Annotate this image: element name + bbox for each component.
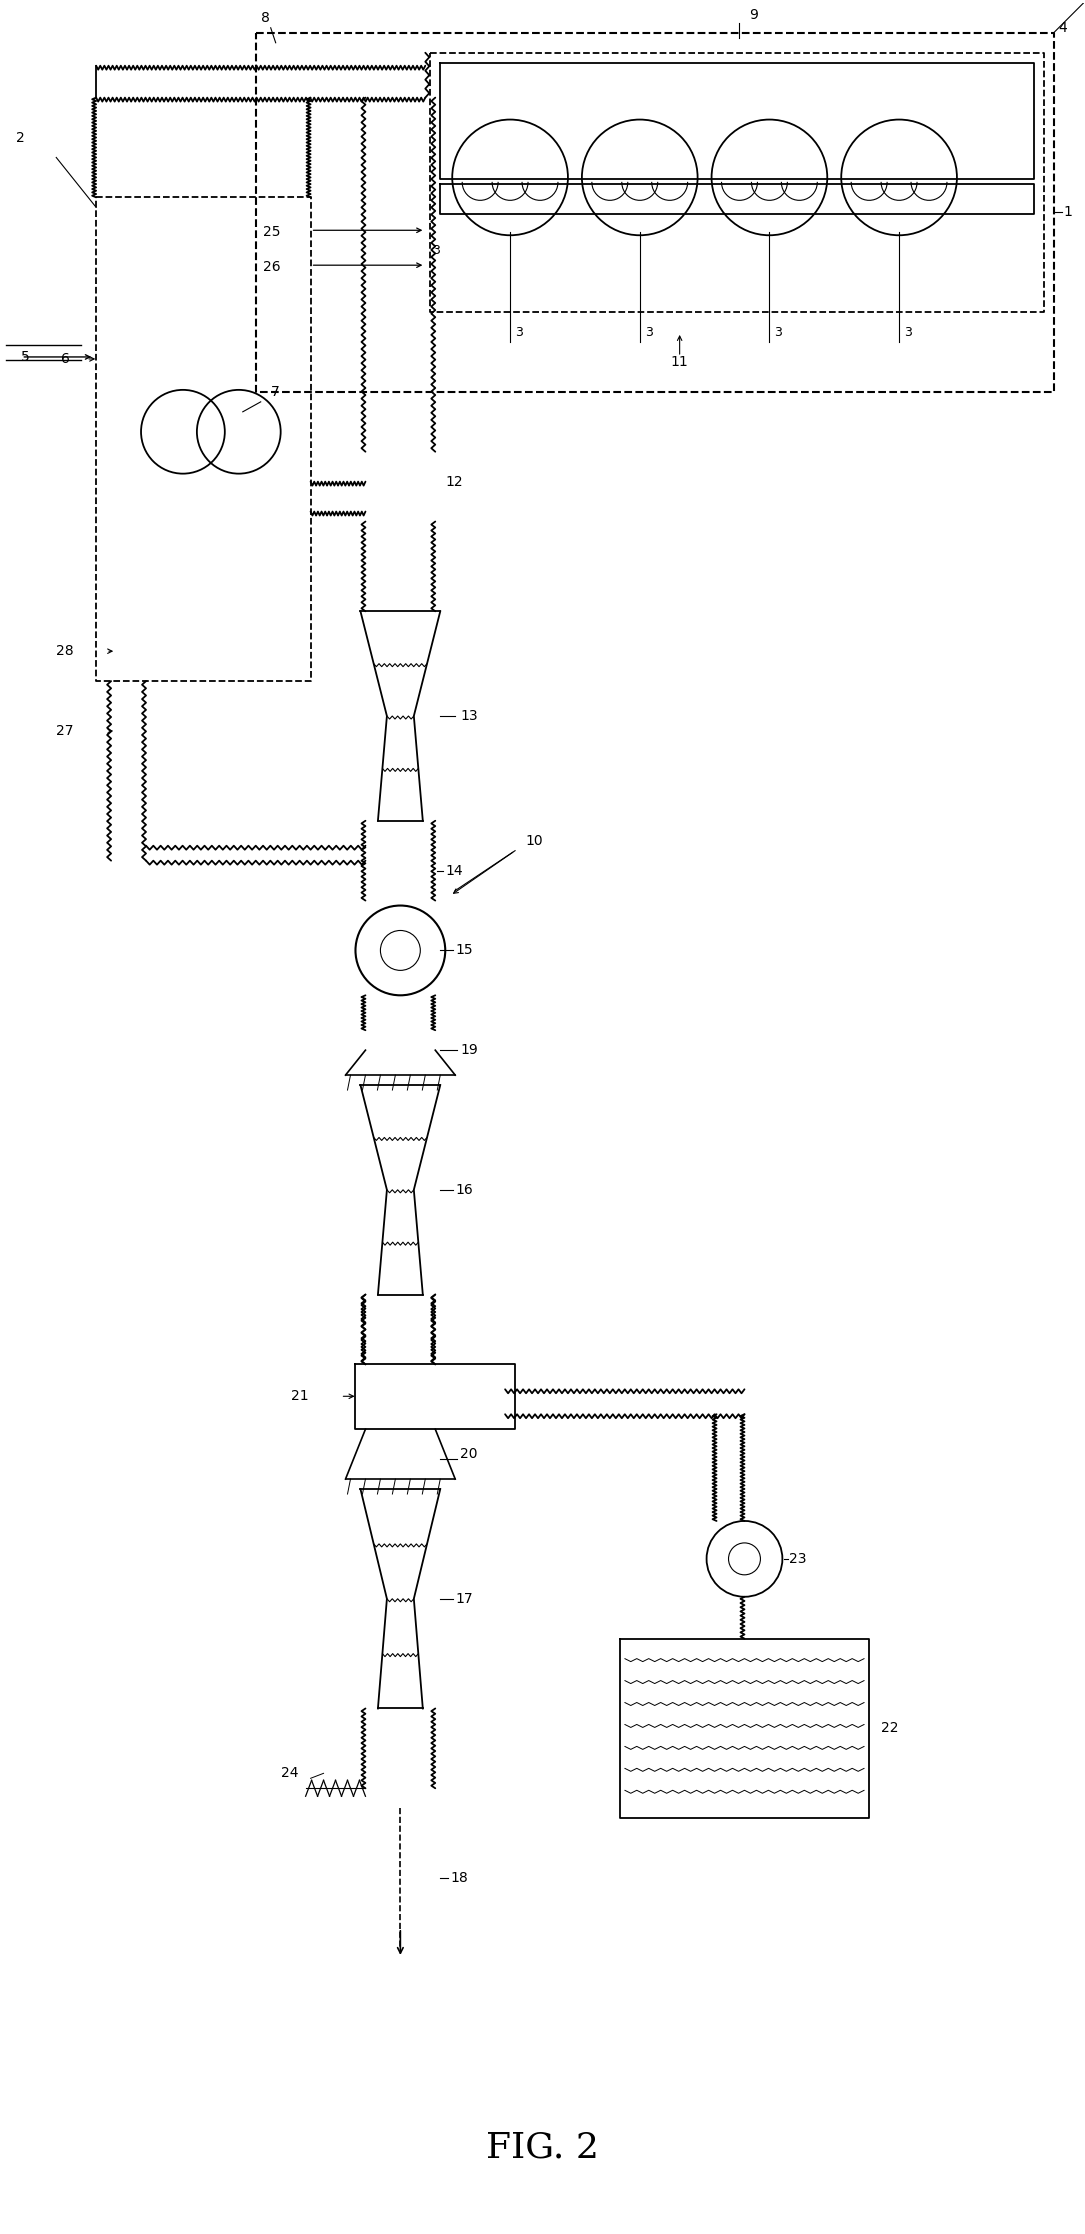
Text: 5: 5 [22,351,30,364]
Text: 3: 3 [775,326,782,340]
Text: 6: 6 [61,353,71,366]
Text: 28: 28 [56,643,74,659]
Text: 3: 3 [644,326,652,340]
Text: 13: 13 [460,708,477,724]
Text: 11: 11 [671,355,689,369]
Text: 3: 3 [515,326,523,340]
Text: 14: 14 [445,865,463,878]
Text: 16: 16 [456,1182,473,1197]
Text: 3: 3 [904,326,912,340]
Text: 2: 2 [16,130,25,145]
Text: 1: 1 [1063,206,1073,219]
Text: 19: 19 [460,1043,478,1057]
Text: 4: 4 [1059,20,1068,36]
Text: 20: 20 [460,1448,477,1461]
Text: 7: 7 [270,384,280,400]
Text: 15: 15 [456,943,473,958]
Text: 3: 3 [432,244,441,257]
Text: 18: 18 [450,1872,468,1885]
Text: 21: 21 [291,1390,308,1403]
Text: 9: 9 [750,9,758,22]
Text: 23: 23 [790,1553,807,1566]
Text: 17: 17 [456,1593,473,1606]
Text: 8: 8 [260,11,269,25]
Text: 27: 27 [56,724,74,737]
Text: FIG. 2: FIG. 2 [486,2131,599,2165]
Text: 26: 26 [263,259,280,275]
Text: 10: 10 [525,833,542,847]
Text: 12: 12 [445,474,463,489]
Text: 22: 22 [881,1722,898,1736]
Text: 25: 25 [263,226,280,239]
Text: 24: 24 [281,1767,298,1780]
